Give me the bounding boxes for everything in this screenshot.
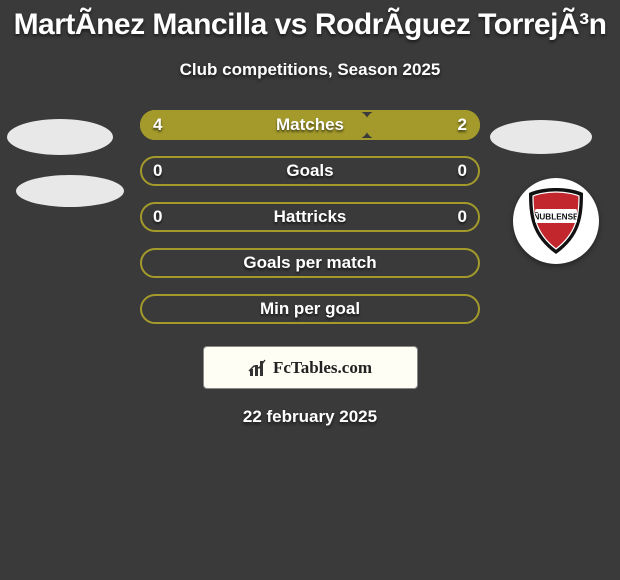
stat-bar-track: Hattricks xyxy=(140,202,480,232)
subtitle: Club competitions, Season 2025 xyxy=(0,60,620,80)
stat-row: Matches4 2 xyxy=(0,110,620,140)
stat-value-left: 0 xyxy=(153,202,162,232)
chart-icon xyxy=(248,358,268,378)
stat-bar-track: Min per goal xyxy=(140,294,480,324)
stat-bar-track: Matches xyxy=(140,110,480,140)
stat-label: Min per goal xyxy=(142,296,478,322)
stat-row: Hattricks0 0 xyxy=(0,202,620,232)
stat-value-left: 0 xyxy=(153,156,162,186)
stat-label: Hattricks xyxy=(142,204,478,230)
stat-bar-track: Goals per match xyxy=(140,248,480,278)
stat-value-right: 0 xyxy=(458,202,467,232)
branding-box: FcTables.com xyxy=(203,346,418,389)
stat-label: Matches xyxy=(142,112,478,138)
branding-text: FcTables.com xyxy=(273,358,372,378)
stat-bar-track: Goals xyxy=(140,156,480,186)
stat-value-right: 0 xyxy=(458,156,467,186)
stat-row: Goals0 0 xyxy=(0,156,620,186)
page-title: MartÃ­nez Mancilla vs RodrÃ­guez TorrejÃ… xyxy=(0,0,620,42)
stat-value-right: 2 xyxy=(458,110,467,140)
date-label: 22 february 2025 xyxy=(0,407,620,427)
stat-row: Min per goal xyxy=(0,294,620,324)
stat-row: Goals per match xyxy=(0,248,620,278)
stat-value-left: 4 xyxy=(153,110,162,140)
stat-label: Goals xyxy=(142,158,478,184)
stat-label: Goals per match xyxy=(142,250,478,276)
